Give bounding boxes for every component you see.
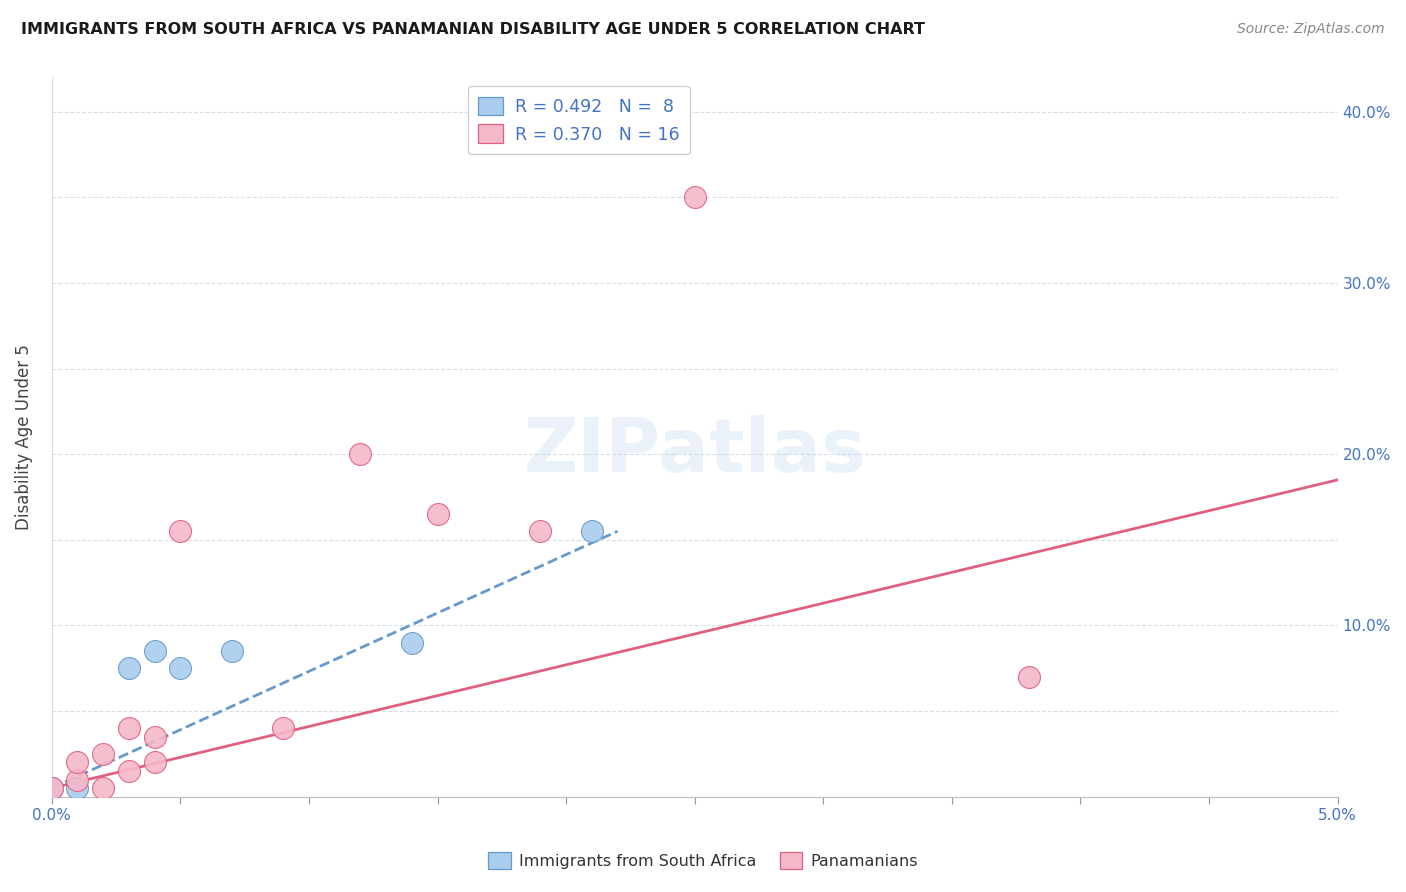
Point [118,764,141,778]
Point [66,772,89,787]
Point [169,661,191,675]
Text: IMMIGRANTS FROM SOUTH AFRICA VS PANAMANIAN DISABILITY AGE UNDER 5 CORRELATION CH: IMMIGRANTS FROM SOUTH AFRICA VS PANAMANI… [21,22,925,37]
Point [426,507,449,521]
Point [1018,670,1040,684]
Point [401,635,423,649]
Point [221,644,243,658]
Point [683,190,706,204]
Point [66,756,89,770]
Text: ZIPatlas: ZIPatlas [523,415,866,488]
Point [271,721,294,735]
Point [91,781,114,796]
Point [66,781,89,796]
Point [581,524,603,539]
Point [41,781,63,796]
Point [41,781,63,796]
Legend: R = 0.492   N =  8, R = 0.370   N = 16: R = 0.492 N = 8, R = 0.370 N = 16 [468,87,690,154]
Point [143,644,166,658]
Point [169,524,191,539]
Point [143,756,166,770]
Text: Source: ZipAtlas.com: Source: ZipAtlas.com [1237,22,1385,37]
Point [118,721,141,735]
Y-axis label: Disability Age Under 5: Disability Age Under 5 [15,344,32,530]
Point [143,730,166,744]
Point [118,661,141,675]
Point [91,747,114,761]
Point [349,447,371,461]
Point [529,524,551,539]
Legend: Immigrants from South Africa, Panamanians: Immigrants from South Africa, Panamanian… [482,846,924,875]
